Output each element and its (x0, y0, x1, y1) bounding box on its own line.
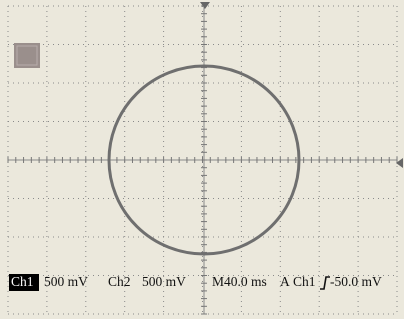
trigger-level: -50.0 mV (330, 274, 382, 289)
ch2-scale: 500 mV (142, 274, 186, 289)
ch1-scale: 500 mV (44, 274, 88, 289)
scope-screen: Ch1 500 mV Ch2 500 mV M40.0 ms A Ch1 -50… (0, 0, 404, 319)
trigger-source: Ch1 (293, 274, 316, 289)
timebase: M40.0 ms (212, 274, 267, 289)
page: Ch1 500 mV Ch2 500 mV M40.0 ms A Ch1 -50… (0, 0, 404, 319)
trigger-mode: A (280, 274, 290, 289)
ch2-label: Ch2 (108, 274, 131, 289)
ch1-label: Ch1 (11, 274, 34, 289)
channel-marker (14, 43, 40, 68)
